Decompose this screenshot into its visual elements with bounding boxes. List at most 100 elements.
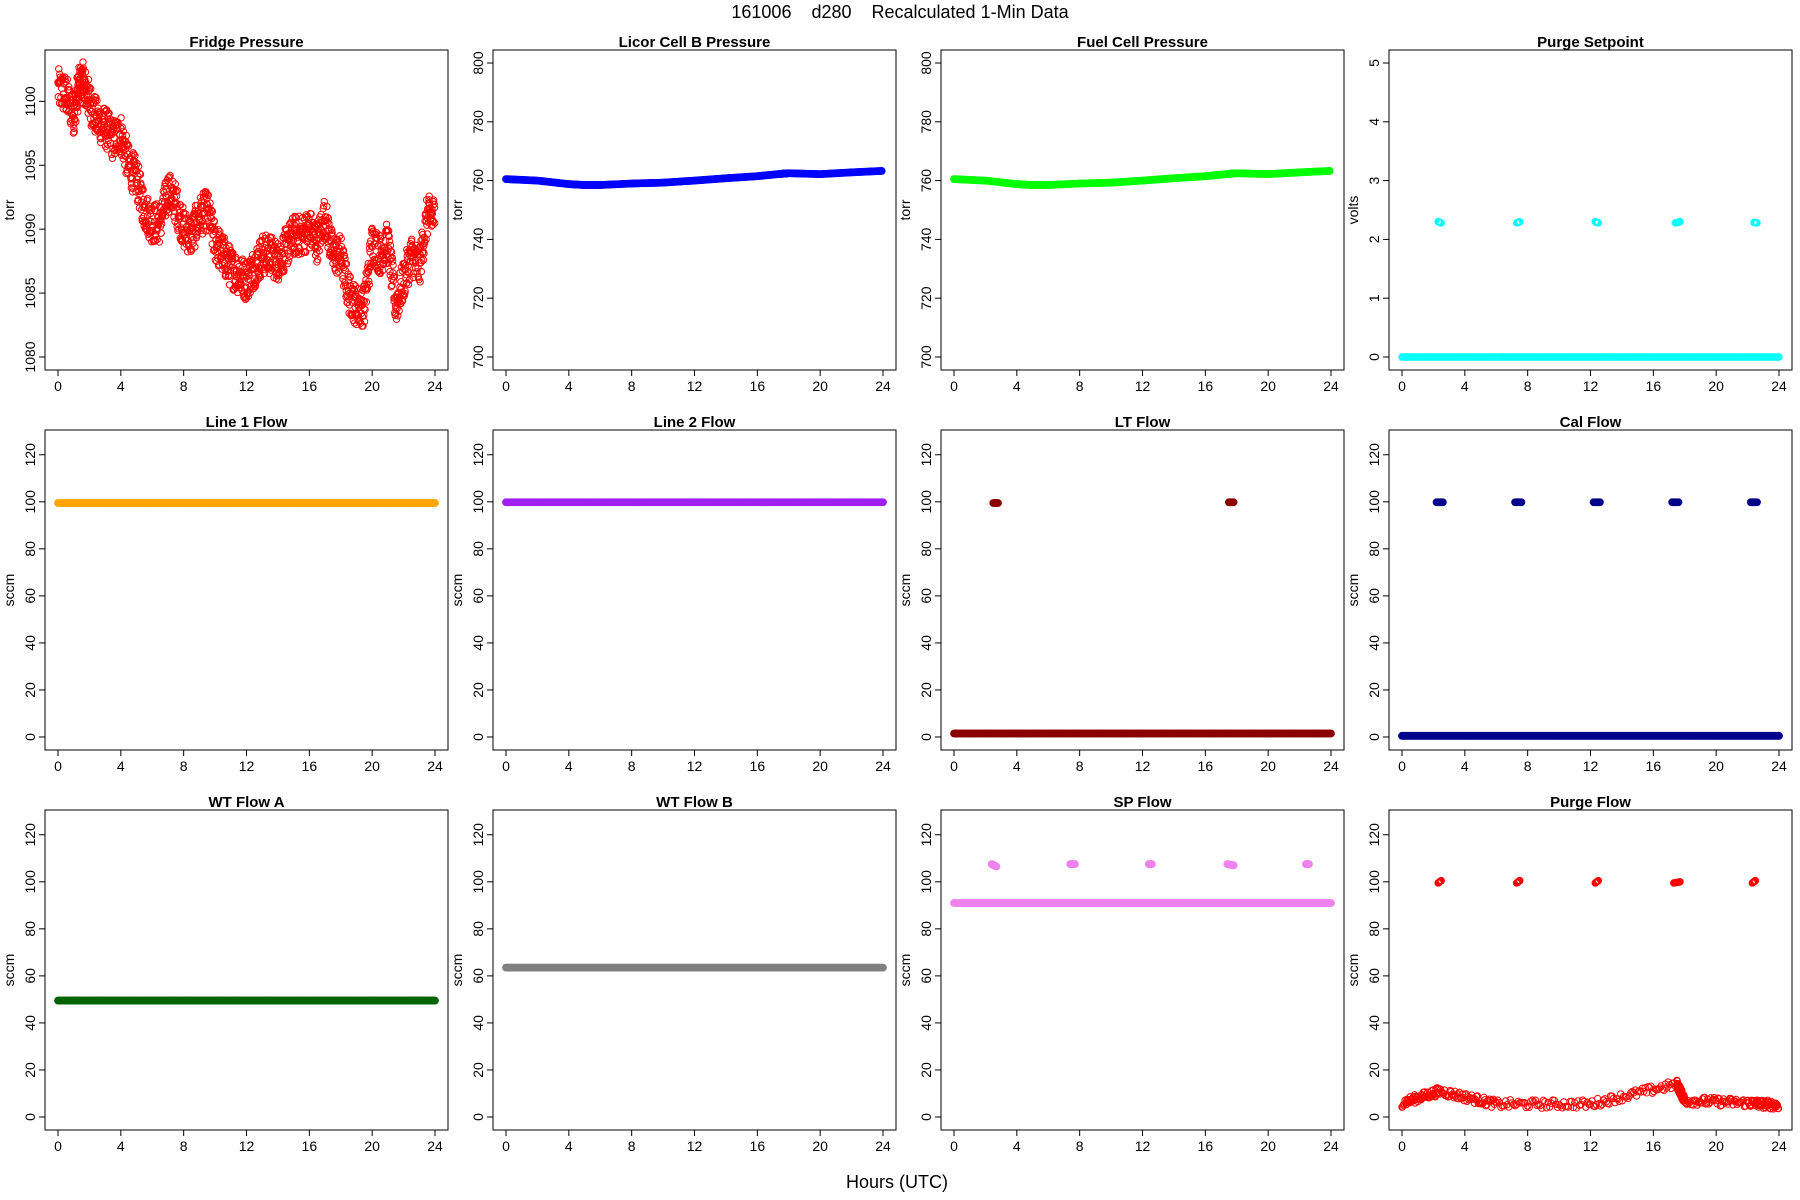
data-point	[70, 124, 78, 132]
x-tick-label: 8	[628, 1138, 636, 1154]
data-point	[204, 191, 212, 199]
data-point	[337, 242, 346, 251]
y-tick-label: 20	[22, 682, 38, 698]
data-point	[100, 118, 109, 126]
x-tick-label: 8	[180, 378, 188, 394]
y-tick-label: 5	[1366, 59, 1382, 67]
data-point	[423, 230, 432, 238]
data-point	[320, 202, 328, 210]
data-point	[225, 272, 233, 280]
data-point	[340, 251, 349, 260]
x-tick-label: 4	[117, 378, 125, 394]
x-tick-label: 24	[1771, 378, 1787, 394]
y-tick-label: 120	[1366, 443, 1382, 467]
x-tick-label: 24	[875, 758, 891, 774]
y-tick-label: 1095	[22, 149, 38, 180]
data-point	[411, 264, 420, 272]
data-point	[226, 266, 235, 275]
x-tick-label: 24	[875, 1138, 891, 1154]
y-tick-label: 1100	[22, 86, 38, 116]
y-tick-label: 700	[470, 345, 486, 369]
data-point	[334, 268, 343, 276]
data-point	[350, 280, 358, 289]
x-tick-label: 16	[1198, 378, 1214, 394]
data-point	[358, 312, 367, 321]
y-tick-label: 40	[22, 635, 38, 651]
x-tick-label: 4	[1013, 758, 1021, 774]
data-point	[276, 242, 285, 251]
y-tick-label: 100	[22, 490, 38, 514]
x-tick-label: 20	[1708, 758, 1724, 774]
data-point	[271, 237, 279, 246]
data-point	[1325, 167, 1334, 175]
data-point	[93, 96, 101, 105]
data-point	[368, 224, 376, 233]
data-point	[155, 238, 164, 246]
data-point	[224, 271, 233, 279]
data-point	[360, 317, 369, 326]
y-tick-label: 100	[918, 490, 934, 514]
data-point	[346, 273, 354, 281]
data-point	[1775, 353, 1783, 361]
y-tick-label: 740	[470, 228, 486, 252]
y-tick-label: 40	[918, 635, 934, 651]
x-tick-label: 8	[1076, 758, 1084, 774]
x-tick-label: 12	[1583, 378, 1599, 394]
x-tick-label: 8	[628, 378, 636, 394]
y-axis-label: sccm	[449, 574, 465, 607]
data-point	[328, 229, 336, 237]
data-point	[357, 289, 365, 298]
data-point	[388, 254, 397, 262]
data-point	[339, 246, 348, 254]
plot-frame	[492, 429, 897, 751]
data-point	[395, 307, 403, 315]
data-point	[277, 245, 285, 254]
x-tick-label: 8	[180, 1138, 188, 1154]
data-point	[384, 231, 393, 240]
data-point	[363, 284, 372, 292]
data-marks	[1398, 498, 1783, 740]
data-point	[1437, 219, 1445, 227]
panel-title: Line 1 Flow	[206, 414, 288, 431]
x-tick-label: 8	[1524, 758, 1532, 774]
data-point	[131, 152, 139, 160]
data-point	[320, 197, 328, 206]
data-point	[404, 261, 412, 270]
y-tick-label: 20	[918, 682, 934, 698]
y-tick-label: 740	[918, 228, 934, 252]
x-tick-label: 12	[1135, 378, 1151, 394]
data-point	[172, 192, 181, 200]
data-point	[405, 275, 414, 284]
data-point	[251, 282, 260, 290]
data-point	[81, 68, 90, 76]
y-axis-label: sccm	[1345, 574, 1361, 607]
data-point	[169, 177, 177, 186]
data-point	[1596, 498, 1604, 507]
data-point	[208, 207, 217, 216]
y-axis-label: torr	[897, 199, 913, 220]
data-point	[381, 237, 389, 245]
x-tick-label: 4	[117, 758, 125, 774]
data-point	[90, 93, 99, 101]
data-marks	[950, 167, 1334, 189]
data-point	[170, 207, 179, 216]
data-point	[79, 58, 87, 66]
data-marks	[54, 996, 439, 1005]
data-point	[420, 249, 428, 258]
x-tick-label: 12	[239, 1138, 255, 1154]
data-point	[431, 219, 439, 227]
y-tick-label: 0	[1366, 733, 1382, 741]
data-point	[314, 255, 322, 264]
data-point	[404, 280, 413, 289]
data-point	[385, 232, 393, 241]
data-marks	[502, 498, 887, 507]
data-point	[256, 273, 265, 281]
data-point	[172, 187, 180, 196]
x-tick-label: 12	[687, 1138, 703, 1154]
data-point	[415, 246, 423, 254]
data-point	[430, 204, 439, 212]
